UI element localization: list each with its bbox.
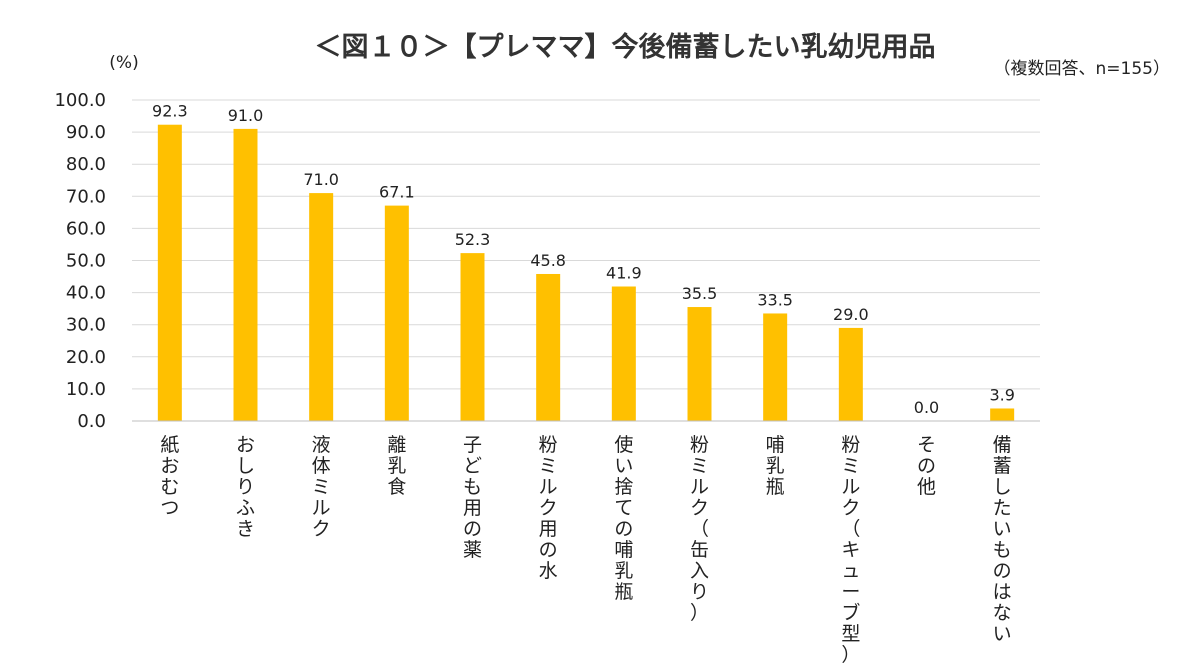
category-label: 備蓄したいものはない: [993, 434, 1012, 645]
chart-title: ＜図１０＞【プレママ】今後備蓄したい乳幼児用品: [315, 31, 936, 63]
data-label: 35.5: [682, 284, 718, 303]
bar: [309, 193, 334, 421]
data-labels: 92.3 91.0 71.0 67.1 52.3 45.8 41.9 35.5 33.5 29.0…: [152, 102, 1015, 417]
data-label: 91.0: [228, 106, 264, 125]
y-unit-label: (%): [109, 53, 138, 73]
category-label: 子ども用の薬: [463, 434, 482, 561]
bar: [990, 408, 1015, 421]
y-tick-label: 70.0: [66, 186, 106, 207]
y-tick-label: 80.0: [66, 154, 106, 175]
category-label: 使い捨ての哺乳瓶: [614, 434, 633, 603]
category-label: 哺乳瓶: [766, 434, 785, 498]
category-label: 粉ミルク用の水: [539, 434, 558, 582]
data-label: 92.3: [152, 102, 188, 121]
data-label: 67.1: [379, 183, 415, 202]
data-label: 45.8: [530, 251, 566, 270]
data-label: 71.0: [303, 170, 339, 189]
y-tick-label: 90.0: [66, 122, 106, 143]
bar: [687, 307, 712, 421]
bar: [233, 128, 258, 421]
y-tick-label: 10.0: [66, 379, 106, 400]
data-label: 0.0: [914, 398, 939, 417]
bar: [460, 253, 485, 421]
bar: [384, 205, 409, 421]
category-label: 粉ミルク（缶入り）: [690, 434, 709, 624]
category-labels: 紙おむつ おしりふき 液体ミルク 離乳食 子ども用の薬 粉ミルク用の水 使い捨ての哺乳瓶 粉ミ…: [160, 434, 1011, 666]
y-tick-label: 40.0: [66, 283, 106, 304]
data-label: 3.9: [989, 385, 1014, 404]
bar: [536, 273, 561, 421]
category-label: その他: [917, 434, 936, 498]
category-label: 粉ミルク（キューブ型）: [841, 434, 860, 666]
data-label: 52.3: [455, 230, 491, 249]
bar: [157, 124, 182, 421]
y-axis-ticks: 0.0 10.0 20.0 30.0 40.0 50.0 60.0 70.0 80.0 90.0 1…: [54, 90, 106, 432]
chart-note: （複数回答、n=155）: [994, 59, 1170, 79]
category-label: 紙おむつ: [160, 434, 179, 519]
category-label: 離乳食: [387, 434, 406, 498]
bars: [157, 124, 1015, 421]
y-tick-label: 30.0: [66, 315, 106, 336]
y-tick-label: 0.0: [77, 411, 106, 432]
category-label: 液体ミルク: [312, 434, 331, 540]
bar: [611, 286, 636, 421]
y-tick-label: 60.0: [66, 218, 106, 239]
y-tick-label: 20.0: [66, 347, 106, 368]
y-tick-label: 50.0: [66, 251, 106, 272]
data-label: 41.9: [606, 264, 642, 283]
category-label: おしりふき: [236, 434, 255, 540]
gridlines: [132, 99, 1040, 390]
bar: [763, 313, 788, 421]
bar: [838, 327, 863, 421]
data-label: 33.5: [757, 290, 793, 309]
y-tick-label: 100.0: [54, 90, 106, 111]
data-label: 29.0: [833, 305, 869, 324]
